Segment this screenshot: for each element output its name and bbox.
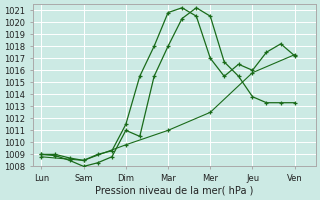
X-axis label: Pression niveau de la mer( hPa ): Pression niveau de la mer( hPa ) [95, 186, 253, 196]
